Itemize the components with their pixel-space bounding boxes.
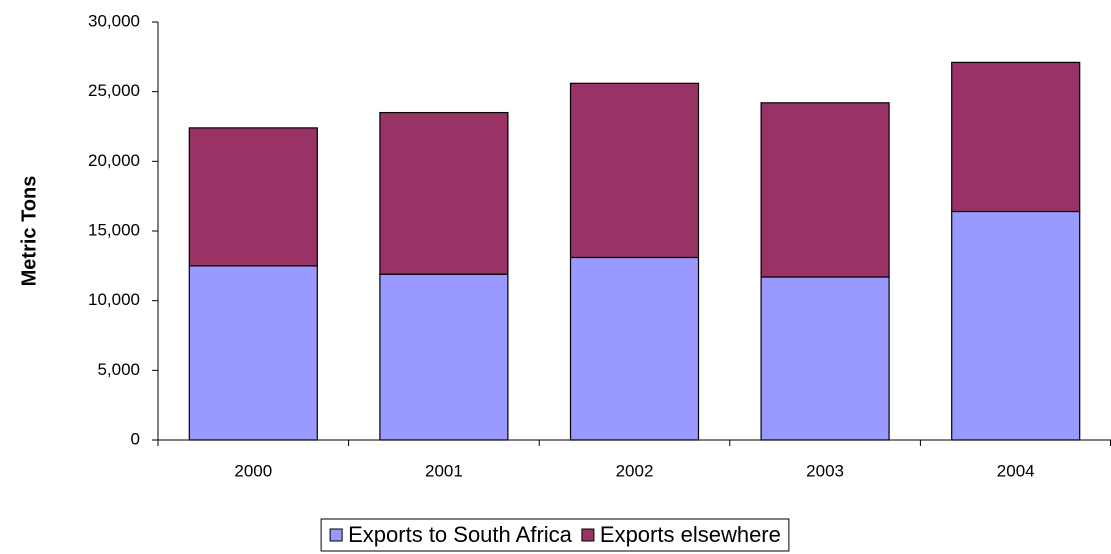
y-tick-label: 5,000 — [97, 360, 140, 379]
bar-segment — [951, 61, 1081, 213]
y-axis-label: Metric Tons — [18, 176, 40, 287]
legend-label: Exports to South Africa — [348, 522, 573, 547]
y-tick-label: 25,000 — [88, 81, 140, 100]
y-tick-label: 20,000 — [88, 151, 140, 170]
bar-segment — [379, 273, 509, 441]
legend-box — [320, 518, 790, 552]
x-tick-label: 2001 — [425, 461, 463, 480]
y-tick-label: 15,000 — [88, 220, 140, 239]
legend-swatch — [581, 528, 595, 542]
y-tick-label: 0 — [131, 429, 140, 448]
bar-segment — [760, 102, 890, 278]
x-tick-label: 2002 — [616, 461, 654, 480]
y-tick-label: 30,000 — [88, 11, 140, 30]
x-tick-label: 2004 — [997, 461, 1035, 480]
bar-segment — [760, 276, 890, 441]
x-tick-label: 2003 — [806, 461, 844, 480]
legend-label: Exports elsewhere — [600, 522, 781, 547]
bar-segment — [569, 82, 700, 259]
bar-segment — [188, 265, 318, 441]
legend: Exports to South Africa Exports elsewhere — [320, 518, 790, 552]
x-tick-label: 2000 — [234, 461, 272, 480]
legend-swatch — [329, 528, 343, 542]
y-tick-label: 10,000 — [88, 290, 140, 309]
bar-segment — [379, 111, 509, 275]
bar-segment — [569, 256, 700, 441]
bar-segment — [951, 210, 1081, 441]
bar-segment — [188, 127, 318, 267]
